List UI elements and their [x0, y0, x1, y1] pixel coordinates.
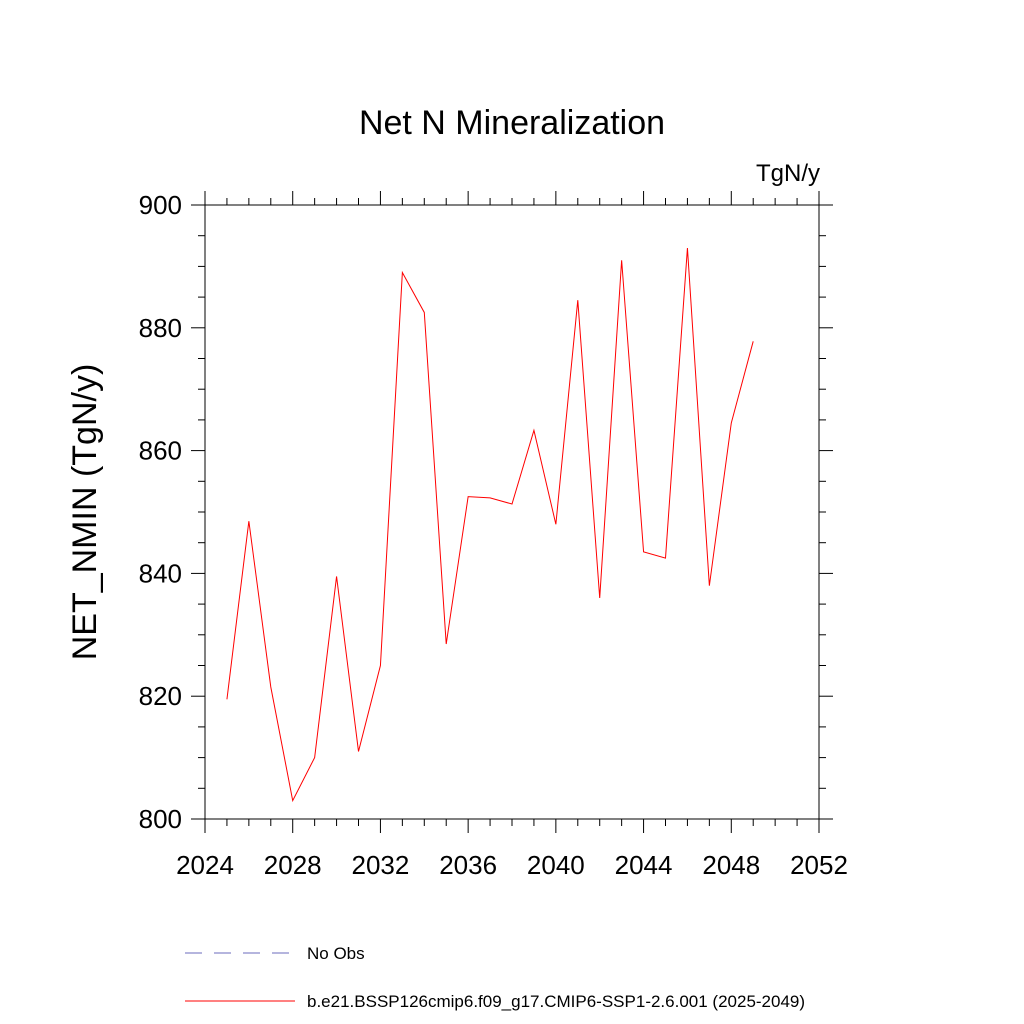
series-layer: [226, 247, 754, 803]
y-axis: 800 820 840 860 880 900: [139, 190, 833, 834]
x-tick-label: 2024: [176, 850, 234, 880]
x-tick-label: 2044: [615, 850, 673, 880]
y-tick-label: 800: [139, 804, 182, 834]
x-tick-label: 2048: [702, 850, 760, 880]
x-tick-label: 2032: [352, 850, 410, 880]
x-axis: 2024 2028 2032 2036 2040 2044 2048 2052: [176, 191, 848, 880]
series-line: [226, 247, 754, 803]
y-tick-label: 880: [139, 313, 182, 343]
x-tick-label: 2036: [439, 850, 497, 880]
y-tick-label: 840: [139, 558, 182, 588]
legend-label-model-run: b.e21.BSSP126cmip6.f09_g17.CMIP6-SSP1-2.…: [307, 992, 805, 1011]
y-tick-label: 900: [139, 190, 182, 220]
x-tick-label: 2040: [527, 850, 585, 880]
y-tick-label: 820: [139, 681, 182, 711]
plot-frame: [204, 204, 820, 820]
legend-label-no-obs: No Obs: [307, 944, 365, 963]
x-tick-label: 2052: [790, 850, 848, 880]
chart-title: Net N Mineralization: [359, 104, 665, 142]
units-label: TgN/y: [756, 160, 820, 187]
legend: No Obs b.e21.BSSP126cmip6.f09_g17.CMIP6-…: [185, 944, 805, 1011]
y-tick-label: 860: [139, 436, 182, 466]
y-axis-label: NET_NMIN (TgN/y): [66, 364, 104, 661]
x-tick-label: 2028: [264, 850, 322, 880]
